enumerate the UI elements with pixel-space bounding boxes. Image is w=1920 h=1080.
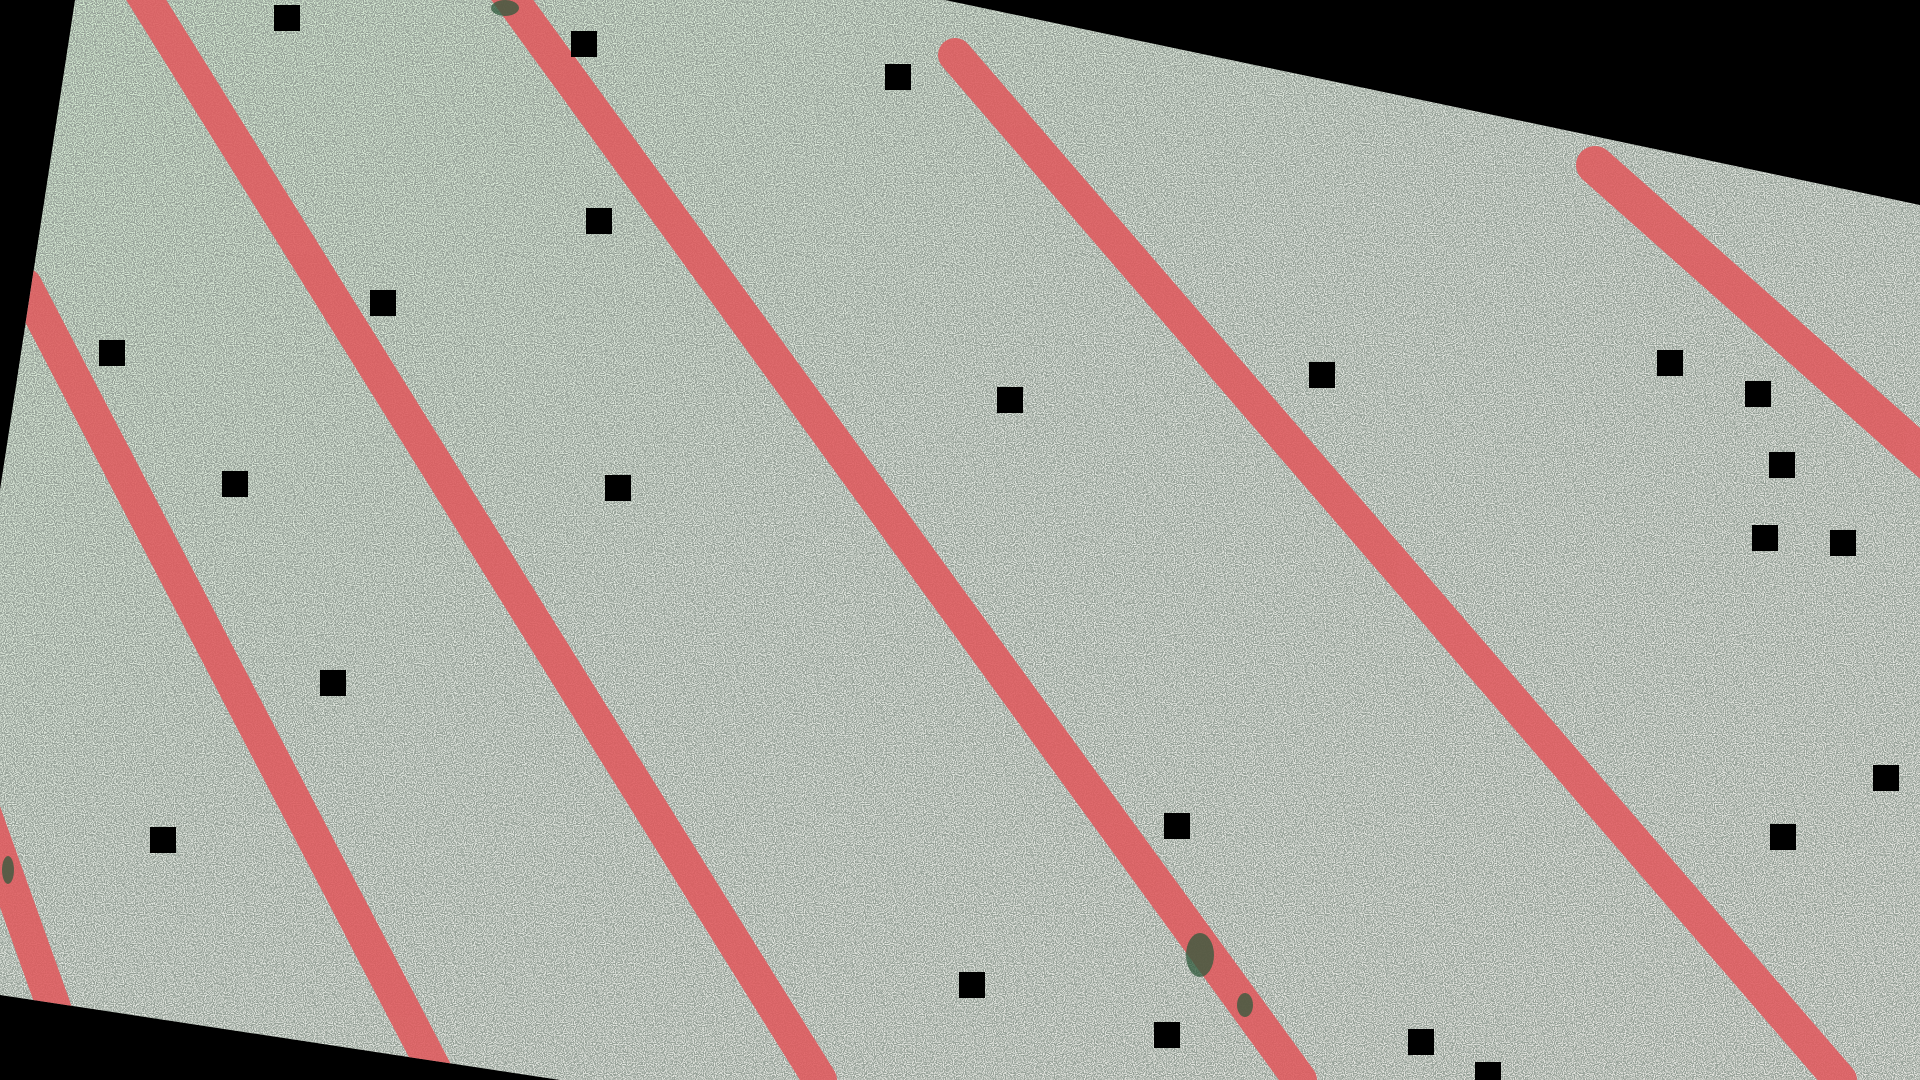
black-square-marker-icon — [1164, 813, 1190, 839]
black-square-marker-icon — [1769, 452, 1795, 478]
stain-mark-icon — [491, 0, 519, 16]
black-square-marker-icon — [1752, 525, 1778, 551]
black-square-marker-icon — [1657, 350, 1683, 376]
black-square-marker-icon — [274, 5, 300, 31]
black-square-marker-icon — [1309, 362, 1335, 388]
black-square-marker-icon — [222, 471, 248, 497]
black-square-marker-icon — [586, 208, 612, 234]
black-square-marker-icon — [885, 64, 911, 90]
stain-mark-icon — [2, 856, 14, 884]
black-square-marker-icon — [150, 827, 176, 853]
black-square-marker-icon — [571, 31, 597, 57]
black-square-marker-icon — [320, 670, 346, 696]
black-square-marker-icon — [1770, 824, 1796, 850]
stains — [2, 0, 1253, 1017]
red-diagonal-stripe-icon — [123, 0, 837, 1080]
black-square-marker-icon — [99, 340, 125, 366]
black-square-marker-icon — [1745, 381, 1771, 407]
black-square-marker-icon — [605, 475, 631, 501]
black-square-marker-icon — [1830, 530, 1856, 556]
stain-mark-icon — [1186, 933, 1214, 977]
black-square-marker-icon — [1873, 765, 1899, 791]
red-diagonal-stripe-icon — [8, 268, 457, 1080]
black-square-markers — [99, 5, 1899, 1080]
stain-mark-icon — [1237, 993, 1253, 1017]
black-square-marker-icon — [1475, 1062, 1501, 1080]
black-square-marker-icon — [1154, 1022, 1180, 1048]
red-diagonal-stripe-icon — [488, 0, 1317, 1080]
black-square-marker-icon — [1408, 1029, 1434, 1055]
black-square-marker-icon — [997, 387, 1023, 413]
black-square-marker-icon — [370, 290, 396, 316]
black-square-marker-icon — [959, 972, 985, 998]
red-diagonal-stripe-icon — [938, 38, 1857, 1080]
red-diagonal-stripe-icon — [1576, 146, 1920, 499]
